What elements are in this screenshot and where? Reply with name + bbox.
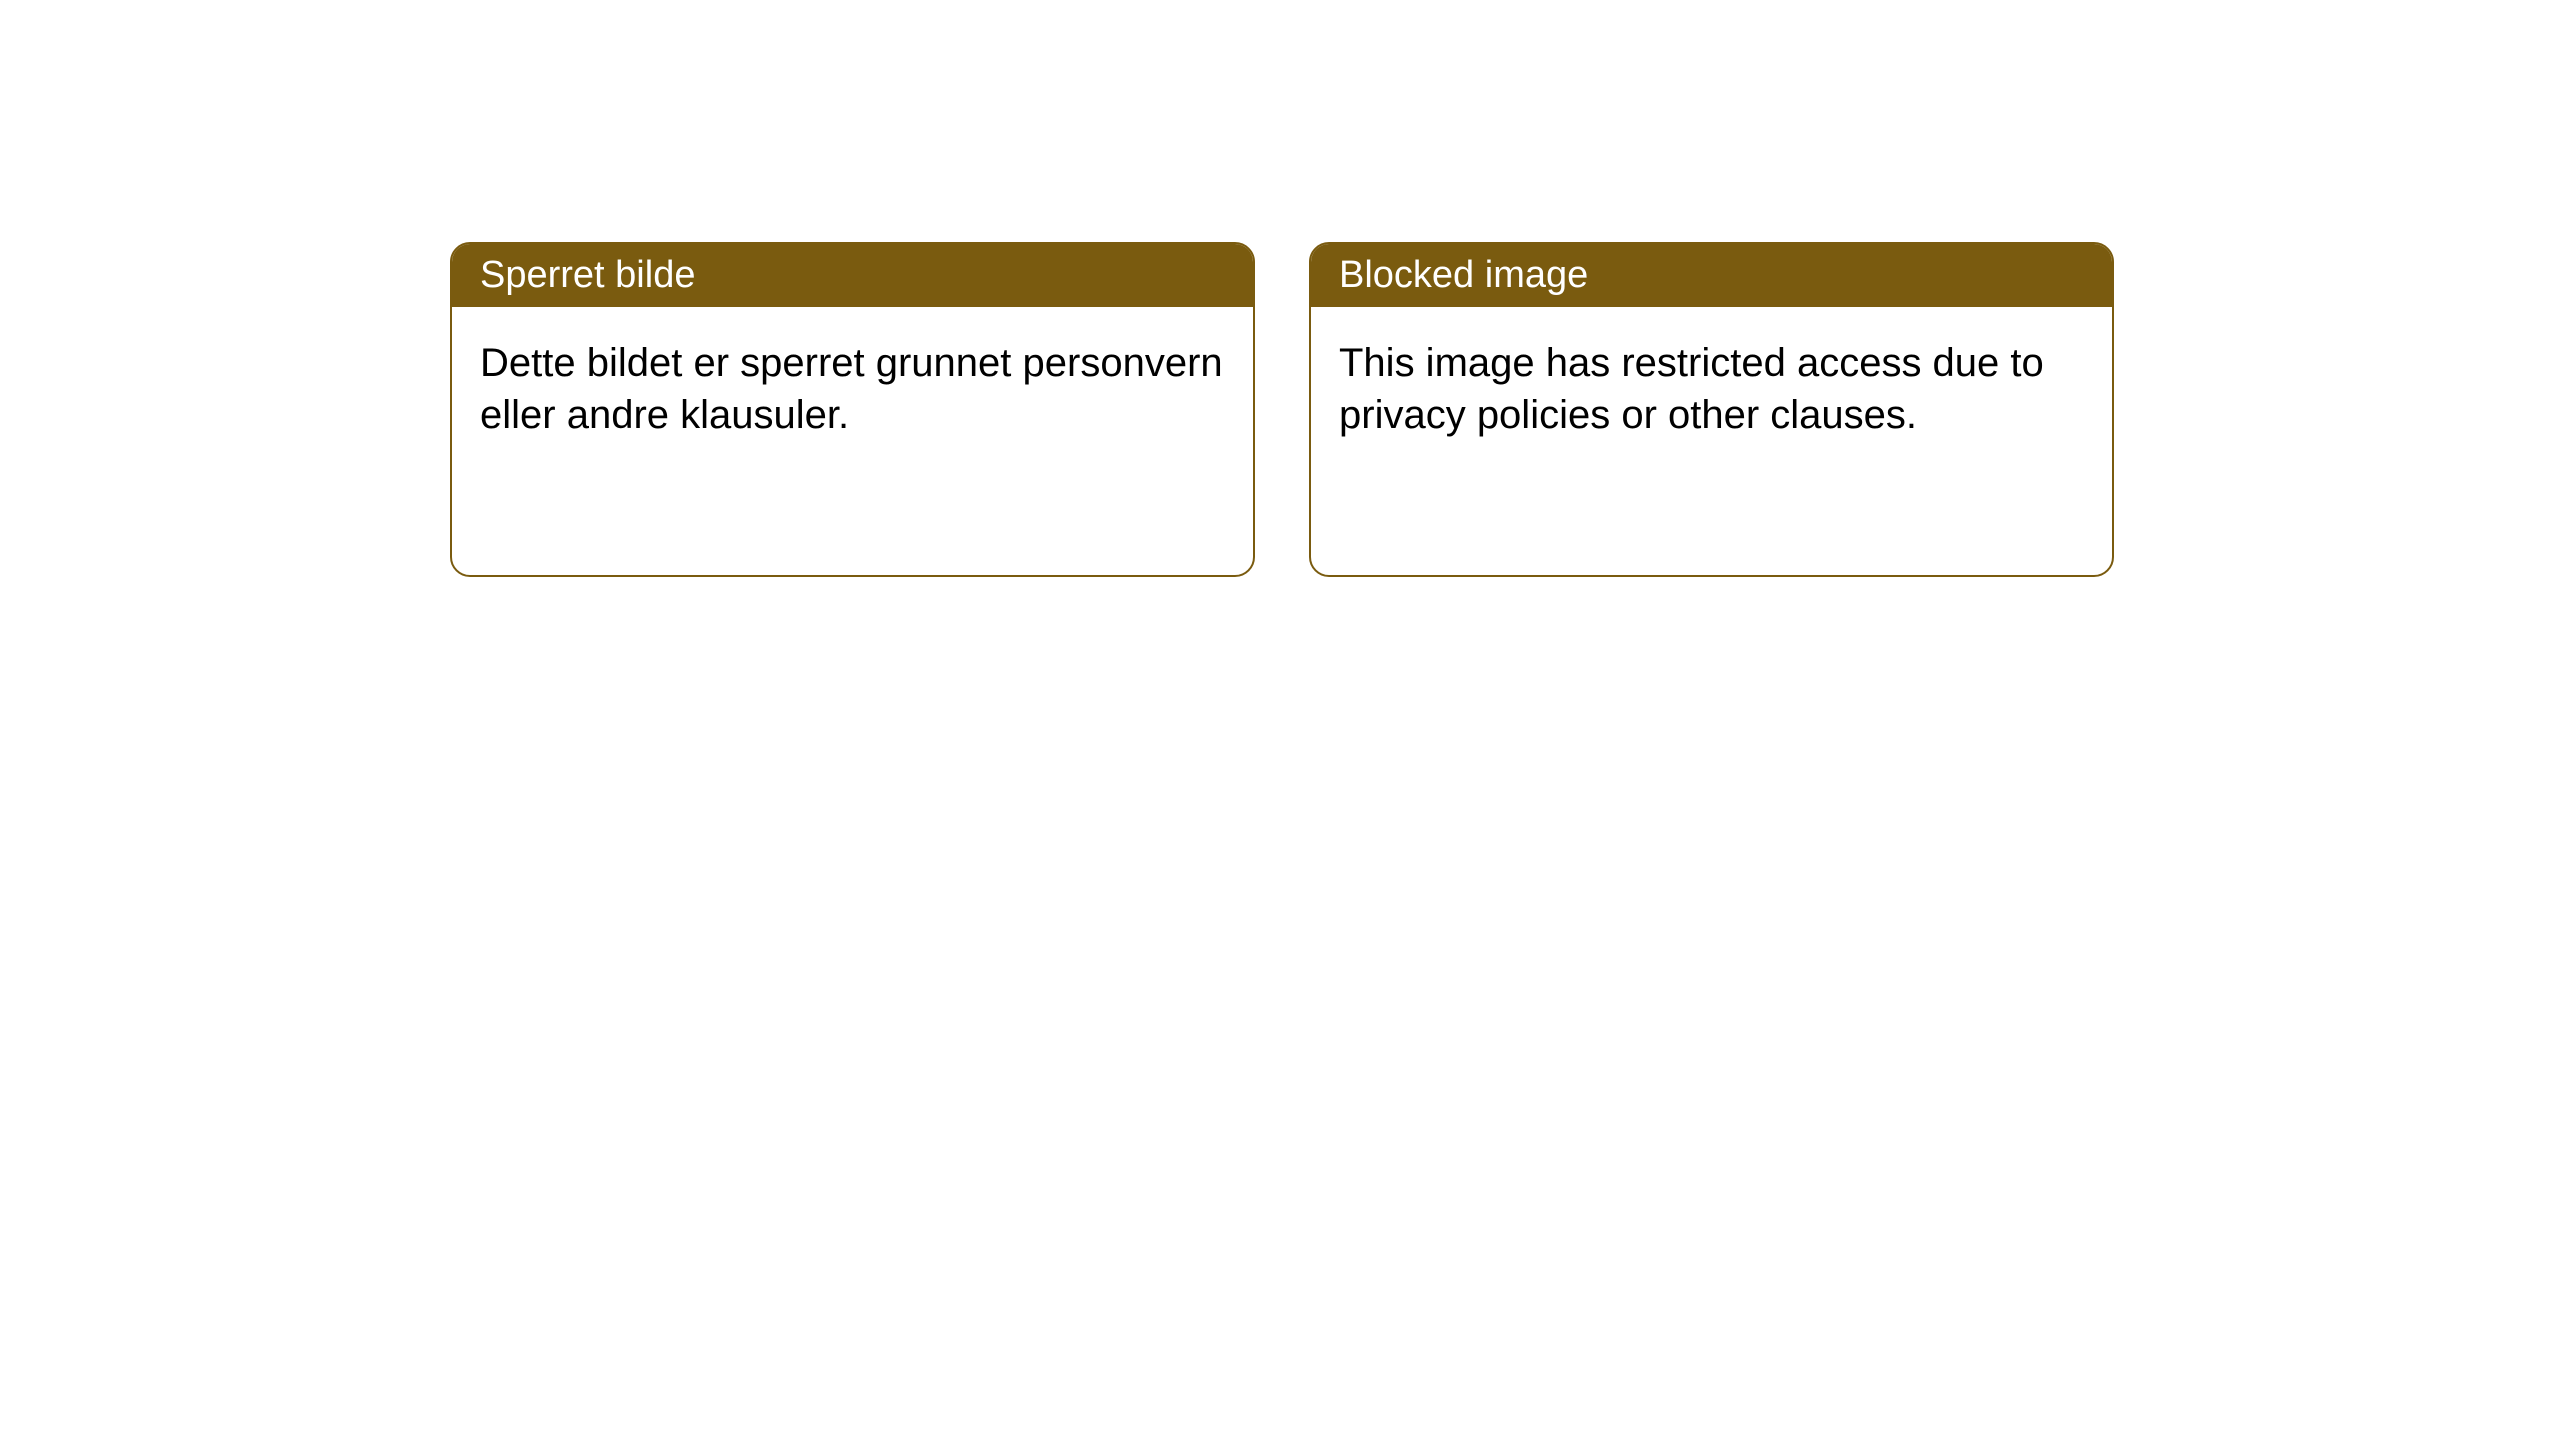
notice-header-text: Blocked image	[1339, 254, 1588, 296]
notice-card-english: Blocked image This image has restricted …	[1309, 242, 2114, 577]
notice-card-norwegian: Sperret bilde Dette bildet er sperret gr…	[450, 242, 1255, 577]
notice-header: Blocked image	[1311, 244, 2112, 307]
notice-header: Sperret bilde	[452, 244, 1253, 307]
notice-body-text: Dette bildet er sperret grunnet personve…	[480, 341, 1223, 437]
notice-body: Dette bildet er sperret grunnet personve…	[452, 307, 1253, 471]
notice-header-text: Sperret bilde	[480, 254, 695, 296]
notice-body: This image has restricted access due to …	[1311, 307, 2112, 471]
notice-body-text: This image has restricted access due to …	[1339, 341, 2044, 437]
notice-container: Sperret bilde Dette bildet er sperret gr…	[0, 0, 2560, 577]
